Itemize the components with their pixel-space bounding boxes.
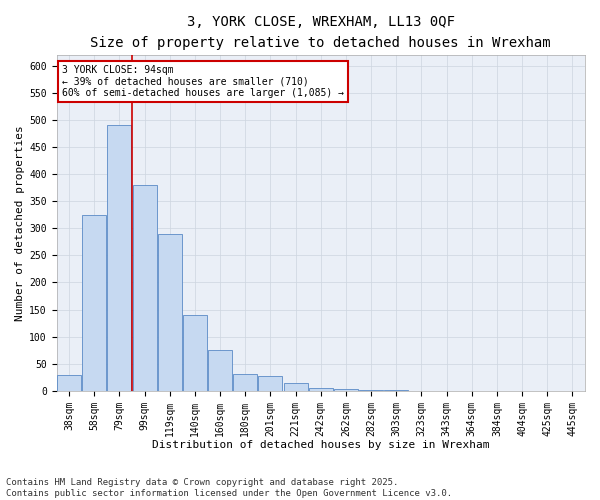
Bar <box>334 389 358 391</box>
Bar <box>259 376 283 391</box>
X-axis label: Distribution of detached houses by size in Wrexham: Distribution of detached houses by size … <box>152 440 490 450</box>
Title: 3, YORK CLOSE, WREXHAM, LL13 0QF
Size of property relative to detached houses in: 3, YORK CLOSE, WREXHAM, LL13 0QF Size of… <box>91 15 551 50</box>
Bar <box>284 384 308 391</box>
Bar <box>82 215 106 391</box>
Bar <box>133 185 157 391</box>
Text: 3 YORK CLOSE: 94sqm
← 39% of detached houses are smaller (710)
60% of semi-detac: 3 YORK CLOSE: 94sqm ← 39% of detached ho… <box>62 65 344 98</box>
Y-axis label: Number of detached properties: Number of detached properties <box>15 125 25 321</box>
Bar <box>107 126 131 391</box>
Text: Contains HM Land Registry data © Crown copyright and database right 2025.
Contai: Contains HM Land Registry data © Crown c… <box>6 478 452 498</box>
Bar <box>183 315 207 391</box>
Bar <box>385 390 408 391</box>
Bar <box>57 374 81 391</box>
Bar <box>208 350 232 391</box>
Bar <box>158 234 182 391</box>
Bar <box>233 374 257 391</box>
Bar <box>359 390 383 391</box>
Bar <box>309 388 333 391</box>
